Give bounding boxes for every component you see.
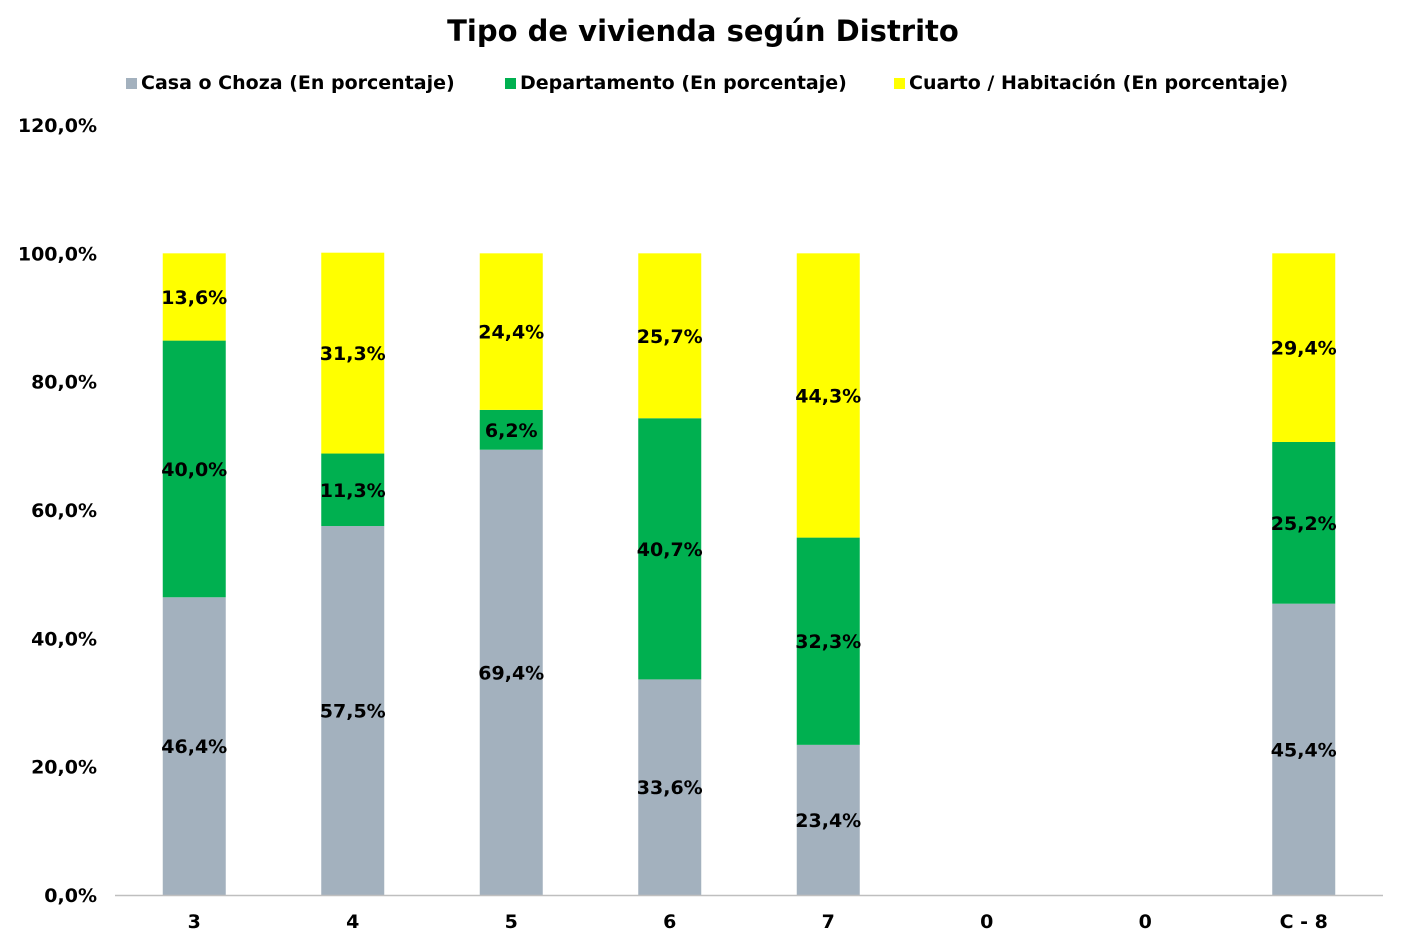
data-label: 32,3% [795,631,861,653]
bar-segment-casa [638,679,702,895]
data-label: 24,4% [478,322,544,344]
legend-label-cuarto: Cuarto / Habitación (En porcentaje) [909,72,1289,94]
data-label: 33,6% [637,777,703,799]
bars-group [162,252,1336,895]
legend-item-cuarto: Cuarto / Habitación (En porcentaje) [894,72,1288,94]
legend-item-departamento: Departamento (En porcentaje) [505,72,847,94]
y-tick-label: 40,0% [31,628,97,650]
data-label: 6,2% [485,420,538,442]
bar-segment-casa [796,744,860,895]
x-tick-label: 7 [822,911,835,933]
y-tick-label: 20,0% [31,757,97,779]
x-tick-label: 6 [663,911,676,933]
data-label: 40,0% [161,459,227,481]
data-labels-group: 46,4% 40,0% 13,6% 57,5% 11,3% 31,3% 69,4% 6,2% 2… [161,287,1336,832]
bar-segment-cuarto [321,252,385,454]
y-tick-label: 100,0% [18,243,97,265]
data-label: 46,4% [161,736,227,758]
data-label: 11,3% [320,480,386,502]
bar-segment-departamento [796,537,860,745]
x-tick-label: C - 8 [1280,911,1328,933]
data-label: 25,7% [637,326,703,348]
data-label: 13,6% [161,287,227,309]
bar-segment-cuarto [479,253,543,410]
bar-segment-casa [1272,603,1336,895]
x-tick-label: 0 [1139,911,1152,933]
x-tick-label: 5 [505,911,518,933]
legend-swatch-casa [126,77,137,89]
bar-segment-casa [321,526,385,895]
x-tick-label: 3 [188,911,201,933]
legend: Casa o Choza (En porcentaje) Departament… [0,72,1406,98]
legend-item-casa: Casa o Choza (En porcentaje) [126,72,455,94]
data-label: 45,4% [1271,739,1337,761]
bar-segment-departamento [638,418,702,680]
data-label: 23,4% [795,810,861,832]
bar-segment-departamento [1272,441,1336,604]
y-tick-label: 0,0% [44,885,97,907]
data-label: 31,3% [320,343,386,365]
legend-label-departamento: Departamento (En porcentaje) [520,72,847,94]
y-tick-label: 80,0% [31,372,97,394]
legend-label-casa: Casa o Choza (En porcentaje) [141,72,455,94]
data-label: 40,7% [637,539,703,561]
x-tick-label: 4 [346,911,359,933]
legend-swatch-cuarto [894,77,905,89]
data-label: 25,2% [1271,513,1337,535]
x-tick-label: 0 [980,911,993,933]
data-label: 29,4% [1271,338,1337,360]
bar-segment-departamento [321,453,385,527]
bar-segment-casa [162,597,226,895]
y-tick-label: 120,0% [18,115,97,137]
data-label: 44,3% [795,385,861,407]
chart-title: Tipo de vivienda según Distrito [447,14,959,48]
bar-segment-casa [479,449,543,895]
bar-segment-departamento [479,409,543,450]
bar-segment-cuarto [1272,253,1336,442]
y-tick-label: 60,0% [31,500,97,522]
bar-segment-cuarto [796,253,860,538]
data-label: 69,4% [478,662,544,684]
data-label: 57,5% [320,701,386,723]
legend-swatch-departamento [505,77,516,89]
bar-segment-cuarto [162,253,226,341]
bar-segment-cuarto [638,253,702,419]
bar-segment-departamento [162,340,226,598]
